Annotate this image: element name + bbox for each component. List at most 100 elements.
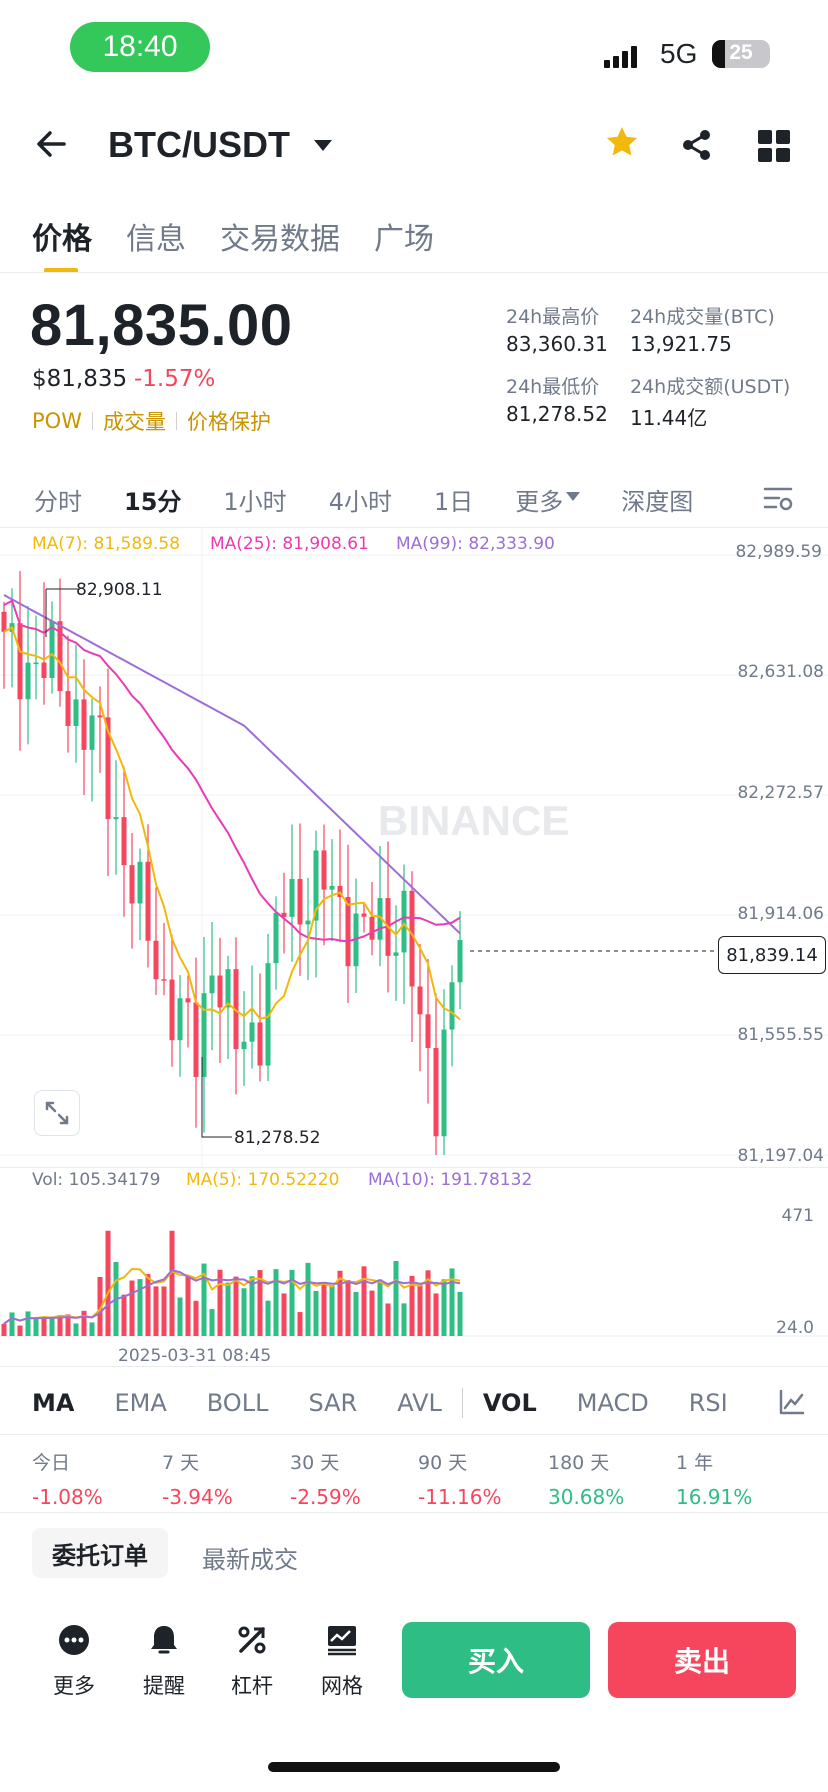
volume-bar xyxy=(257,1270,263,1336)
bottom-grid-button[interactable]: 网格 xyxy=(302,1620,382,1700)
battery-level: 25 xyxy=(729,41,753,64)
indicator-macd[interactable]: MACD xyxy=(576,1389,649,1417)
low-marker-label: 81,278.52 xyxy=(234,1128,321,1148)
candle-down xyxy=(193,1002,199,1077)
back-arrow-icon[interactable] xyxy=(34,126,70,171)
watermark-text: BINANCE xyxy=(378,797,569,844)
depth-chart-tab[interactable]: 深度图 xyxy=(621,488,694,516)
candle-up xyxy=(313,850,319,921)
interval-line[interactable]: 分时 xyxy=(34,488,82,516)
volume-bar xyxy=(233,1276,239,1336)
interval-1d[interactable]: 1日 xyxy=(433,488,474,516)
bottom-alert-button[interactable]: 提醒 xyxy=(124,1620,204,1700)
price-axis-label: 81,914.06 xyxy=(737,904,824,924)
tab-price[interactable]: 价格 xyxy=(32,222,92,257)
candle-up xyxy=(329,885,335,890)
indicator-sar[interactable]: SAR xyxy=(308,1389,358,1417)
price-axis-label: 82,631.08 xyxy=(737,662,824,682)
interval-4h[interactable]: 4小时 xyxy=(328,488,392,516)
more-dropdown-caret-icon[interactable] xyxy=(566,492,580,501)
bottom-leverage-button[interactable]: 杠杆 xyxy=(212,1620,292,1700)
network-type: 5G xyxy=(660,38,698,69)
candle-down xyxy=(321,850,327,890)
tab-trading-data[interactable]: 交易数据 xyxy=(220,222,340,257)
pair-dropdown-caret-icon[interactable] xyxy=(314,140,332,151)
interval-1h[interactable]: 1小时 xyxy=(223,488,287,516)
sell-button[interactable]: 卖出 xyxy=(608,1622,796,1698)
current-price-tag: 81,839.14 xyxy=(718,936,826,974)
share-icon[interactable] xyxy=(680,128,714,166)
candle-down xyxy=(161,979,167,981)
volume-bar xyxy=(313,1290,319,1336)
active-tab-indicator xyxy=(44,268,78,273)
candle-down xyxy=(297,879,303,925)
volume-bar xyxy=(193,1300,199,1336)
chart-settings-icon[interactable] xyxy=(762,484,794,518)
layout-grid-icon[interactable] xyxy=(758,130,790,162)
volume-bar xyxy=(41,1318,47,1336)
volume-bar xyxy=(65,1314,71,1336)
volume-bar xyxy=(369,1290,375,1336)
candle-up xyxy=(225,969,231,1008)
price-axis-label: 82,989.59 xyxy=(735,542,822,562)
perf-today: 今日 -1.08% xyxy=(32,1452,103,1509)
last-price: 81,835.00 xyxy=(30,293,293,358)
tag-volume[interactable]: 成交量 xyxy=(102,410,166,434)
volume-bar xyxy=(337,1270,343,1336)
candle-down xyxy=(233,969,239,1050)
low-marker-line xyxy=(201,1057,232,1138)
tab-latest-trades[interactable]: 最新成交 xyxy=(202,1546,298,1574)
volume-bar xyxy=(185,1275,191,1336)
leverage-icon xyxy=(212,1620,292,1660)
tag-price-protection[interactable]: 价格保护 xyxy=(186,410,271,434)
indicator-settings-icon[interactable] xyxy=(778,1388,806,1420)
divider xyxy=(0,1512,828,1513)
trading-pair-title[interactable]: BTC/USDT xyxy=(108,124,290,165)
favorite-star-icon[interactable] xyxy=(604,124,640,167)
tab-square[interactable]: 广场 xyxy=(374,222,434,257)
volume-bar xyxy=(273,1269,279,1336)
ma7-legend: MA(7): 81,589.58 xyxy=(32,534,181,554)
volume-bar xyxy=(401,1303,407,1336)
indicator-rsi[interactable]: RSI xyxy=(688,1389,728,1417)
indicator-avl[interactable]: AVL xyxy=(397,1389,442,1417)
fullscreen-expand-icon[interactable] xyxy=(34,1090,80,1136)
candle-down xyxy=(1,611,7,632)
volume-bar xyxy=(265,1300,271,1336)
candle-down xyxy=(17,623,23,700)
interval-15m[interactable]: 15分 xyxy=(124,488,182,516)
candle-down xyxy=(41,662,47,679)
tag-pow[interactable]: POW xyxy=(32,409,82,433)
volume-bar xyxy=(361,1266,367,1336)
indicator-vol[interactable]: VOL xyxy=(482,1389,537,1417)
candle-down xyxy=(129,865,135,904)
tab-open-orders[interactable]: 委托订单 xyxy=(32,1528,168,1578)
interval-more[interactable]: 更多 xyxy=(515,488,564,516)
bottom-more-button[interactable]: 更多 xyxy=(34,1620,114,1700)
volume-bar xyxy=(105,1230,111,1336)
indicator-boll[interactable]: BOLL xyxy=(206,1389,269,1417)
perf-90d: 90 天 -11.16% xyxy=(418,1452,502,1509)
candle-up xyxy=(137,861,143,904)
ma99-legend: MA(99): 82,333.90 xyxy=(396,534,555,554)
home-indicator[interactable] xyxy=(268,1762,560,1772)
candle-up xyxy=(265,963,271,1066)
volume-chart[interactable] xyxy=(0,1196,828,1340)
volume-bar xyxy=(209,1309,215,1336)
volume-bar xyxy=(81,1310,87,1336)
indicator-ma[interactable]: MA xyxy=(32,1389,75,1417)
volume-axis-label: 24.0 xyxy=(776,1318,814,1338)
time-axis-label: 2025-03-31 08:45 xyxy=(118,1346,272,1366)
volume-ma5-legend: MA(5): 170.52220 xyxy=(186,1170,340,1190)
indicator-ema[interactable]: EMA xyxy=(114,1389,167,1417)
candle-down xyxy=(417,986,423,1015)
candlestick-chart[interactable]: BINANCE 82,908.11 81,278.52 xyxy=(0,527,828,1167)
ma25-legend: MA(25): 81,908.61 xyxy=(210,534,369,554)
buy-button[interactable]: 买入 xyxy=(402,1622,590,1698)
status-time: 18:40 xyxy=(70,22,210,72)
candle-down xyxy=(185,998,191,1003)
ma25-line xyxy=(3,599,461,943)
tab-info[interactable]: 信息 xyxy=(126,222,186,257)
volume-bar xyxy=(393,1261,399,1336)
stat-value-24h-volume-btc: 13,921.75 xyxy=(630,332,732,356)
